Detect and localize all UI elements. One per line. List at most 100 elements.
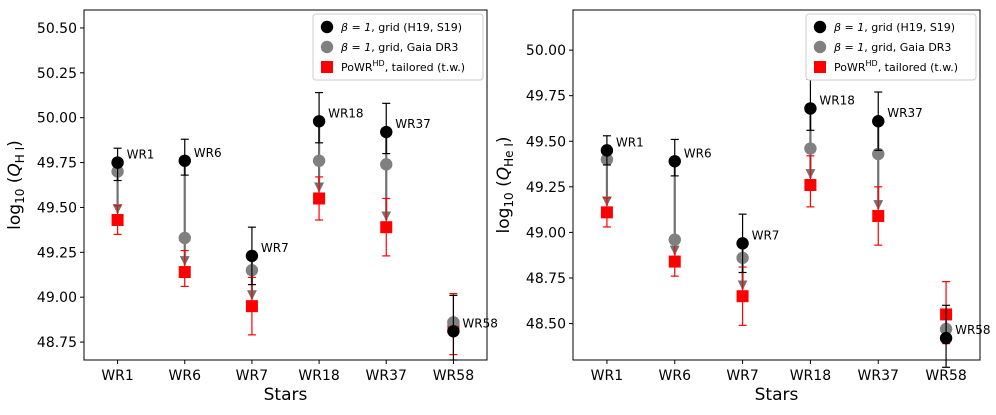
y-tick-label: 49.75 [526, 89, 566, 105]
y-tick-label: 49.25 [526, 180, 566, 196]
star-annotation: WR18 [819, 93, 854, 107]
y-label-varsub: He I [502, 143, 516, 167]
star-annotation: WR1 [127, 148, 155, 162]
data-point-square [111, 214, 124, 226]
x-tick-label: WR7 [726, 368, 758, 384]
legend-label-sup: HD [866, 59, 878, 68]
x-tick-label: WR37 [366, 368, 407, 384]
star-annotation: WR37 [887, 106, 922, 120]
legend-label-main: PoWR [834, 61, 866, 74]
legend-label: β = 1, grid (H19, S19) [833, 21, 955, 34]
x-axis-label: Stars [264, 385, 308, 405]
star-annotation: WR58 [955, 323, 990, 337]
y-tick-label: 50.00 [526, 43, 566, 59]
y-label-sub: 10 [13, 189, 27, 204]
x-tick-label: WR6 [169, 368, 202, 384]
data-point-circle [939, 331, 953, 345]
y-tick-label: 50.00 [37, 111, 77, 127]
data-point-square [245, 300, 258, 313]
x-tick-label: WR6 [659, 368, 692, 384]
data-point-circle [111, 156, 124, 169]
x-tick-label: WR58 [925, 368, 966, 384]
legend-marker-circle [320, 20, 334, 34]
y-label-paren: ( [5, 177, 25, 189]
data-point-square [313, 192, 326, 205]
legend-marker-circle [320, 40, 334, 54]
y-label-varsub: H I [13, 147, 27, 163]
legend-marker-square [814, 61, 826, 73]
data-point-square [668, 255, 681, 268]
legend-label-beta: β = 1 [340, 21, 371, 34]
data-point-circle [380, 158, 393, 171]
data-point-circle [736, 237, 749, 250]
legend-label-suffix: , grid (H19, S19) [864, 21, 955, 34]
data-point-square [178, 266, 191, 279]
x-axis-label: Stars [755, 385, 799, 405]
data-point-circle [178, 154, 191, 167]
legend-label-beta: β = 1 [340, 41, 371, 54]
star-annotation: WR1 [616, 135, 644, 149]
legend-label-suffix: , tailored (t.w.) [878, 61, 958, 74]
legend-label: PoWRHD, tailored (t.w.) [834, 59, 958, 74]
x-tick-label: WR58 [433, 368, 474, 384]
y-tick-label: 49.00 [526, 225, 566, 241]
data-point-square [872, 209, 885, 222]
legend-label-sup: HD [373, 59, 385, 68]
legend-marker-square [321, 61, 333, 73]
legend-label-suffix: , grid, Gaia DR3 [864, 41, 951, 54]
data-point-circle [447, 325, 460, 338]
y-label-sub: 10 [502, 192, 516, 207]
y-tick-label: 49.00 [37, 290, 77, 306]
y-tick-label: 50.50 [37, 21, 77, 37]
panel-1: 48.75 49.00 49.25 49.50 49.75 50.00 50.25 50.50… [5, 9, 498, 405]
legend-label-beta: β = 1 [833, 41, 864, 54]
legend-label-suffix: , grid, Gaia DR3 [371, 41, 458, 54]
data-point-square [736, 290, 749, 303]
y-axis-label: log10 (QHe I) [494, 136, 516, 233]
star-annotation: WR6 [684, 146, 712, 160]
legend-label-main: PoWR [341, 61, 373, 74]
data-point-square [600, 206, 613, 219]
legend: β = 1, grid (H19, S19)β = 1, grid, Gaia … [312, 13, 484, 81]
y-label-var: Q [494, 167, 514, 180]
star-annotation: WR18 [328, 106, 363, 120]
data-point-circle [804, 142, 817, 155]
data-point-circle [312, 115, 326, 128]
x-tick-label: WR7 [236, 368, 268, 384]
data-point-circle [312, 154, 326, 167]
legend-label: PoWRHD, tailored (t.w.) [341, 59, 465, 74]
star-annotation: WR7 [261, 241, 289, 255]
x-tick-label: WR1 [591, 368, 623, 384]
y-tick-label: 48.75 [526, 271, 566, 287]
legend-marker-circle [813, 40, 827, 54]
legend-label: β = 1, grid, Gaia DR3 [340, 41, 458, 54]
legend: β = 1, grid (H19, S19)β = 1, grid, Gaia … [805, 13, 977, 81]
y-label-var: Q [5, 163, 25, 176]
star-annotation: WR6 [194, 146, 222, 160]
data-point-square [380, 221, 393, 234]
legend-label-beta: β = 1 [833, 21, 864, 34]
panel-2: 48.50 48.75 49.00 49.25 49.50 49.75 50.00 WR1 WR… [494, 9, 991, 405]
data-point-circle [178, 231, 191, 245]
y-tick-label: 49.50 [526, 134, 566, 150]
x-tick-label: WR18 [790, 368, 831, 384]
legend-label-suffix: , grid (H19, S19) [371, 21, 462, 34]
y-tick-label: 49.25 [37, 245, 77, 261]
axes-frame [572, 9, 981, 361]
y-label-close: ) [5, 140, 25, 147]
legend-label: β = 1, grid, Gaia DR3 [833, 41, 951, 54]
data-point-circle [668, 233, 681, 246]
star-annotation: WR58 [462, 316, 497, 330]
data-point-circle [872, 114, 885, 128]
y-tick-label: 48.75 [37, 335, 77, 351]
data-point-circle [668, 155, 681, 168]
data-point-square [804, 179, 817, 191]
y-axis-label: log10 (QH I) [5, 140, 27, 230]
legend-frame [805, 13, 977, 81]
x-tick-label: WR1 [101, 368, 133, 384]
legend-marker-circle [813, 20, 827, 34]
data-point-circle [600, 144, 614, 157]
x-tick-label: WR37 [858, 368, 899, 384]
data-point-circle [380, 125, 393, 139]
